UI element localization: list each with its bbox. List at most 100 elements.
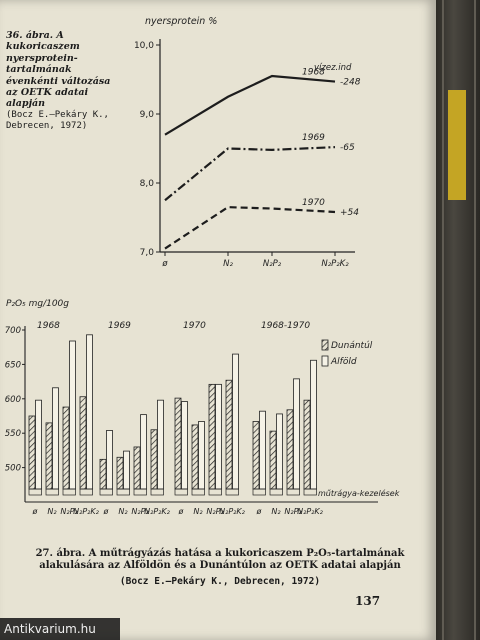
bar-base-box — [99, 488, 113, 496]
chart2-x-tick-label: N₂ — [271, 507, 281, 516]
chart2-group-label: 1968-1970 — [261, 321, 310, 331]
bar-alfold — [198, 421, 205, 490]
figure-36-source: (Bocz E.—Pekáry K., Debrecen, 1972) — [6, 109, 109, 131]
chart1-series-line-1970 — [164, 206, 336, 250]
bar-dunantul — [191, 424, 199, 490]
bar-dunantul — [79, 396, 87, 490]
chart2-x-tick-label: N₂P₂ — [60, 507, 78, 516]
chart1-series-line-1968 — [164, 74, 336, 136]
bar-base-box — [191, 488, 205, 496]
figure-27-caption: 27. ábra. A műtrágyázás hatása a kukoric… — [20, 548, 420, 587]
figure-36-title: 36. ábra. A kukoricaszem nyersprotein-ta… — [6, 30, 111, 110]
bar-alfold — [293, 378, 300, 490]
chart2-group-label: 1970 — [183, 321, 206, 331]
bar-base-box — [150, 488, 164, 496]
bar-dunantul — [286, 409, 294, 490]
bar-base-box — [79, 488, 93, 496]
bar-base-box — [208, 488, 222, 496]
watermark-label: Antikvarium.hu — [0, 618, 120, 640]
chart1-series-label: 1970 — [302, 198, 325, 208]
chart1-y-tick-label: 10,0 — [134, 41, 154, 51]
page-number: 137 — [355, 594, 381, 608]
book-page: 36. ábra. A kukoricaszem nyersprotein-ta… — [0, 0, 436, 640]
chart1-series-index: -248 — [340, 78, 361, 88]
figure-27-source: (Bocz E.—Pekáry K., Debrecen, 1972) — [119, 576, 321, 587]
chart1-series-line-1969 — [164, 146, 336, 202]
chart2-x-tick-label: ø — [178, 507, 184, 516]
bar-alfold — [86, 334, 93, 490]
chart2-y-tick-label: 700 — [5, 326, 21, 336]
chart2-x-tick-label: ø — [103, 507, 109, 516]
bar-alfold — [259, 410, 266, 490]
chart1-x-tick-label: N₂P₂ — [263, 259, 282, 269]
chart2-y-tick-label: 650 — [5, 360, 21, 370]
protein-line-chart: nyersprotein % 10,0 9,0 8,0 7,0 ø N₂ N₂P₂ N₂P₂K… — [134, 16, 361, 269]
chart1-y-tick-label: 9,0 — [140, 110, 155, 120]
figure-36-caption: 36. ábra. A kukoricaszem nyersprotein-ta… — [6, 30, 124, 131]
chart2-x-tick-label: N₂P₂K₂ — [219, 507, 245, 516]
chart2-x-tick-label: ø — [32, 507, 38, 516]
spine-band — [448, 90, 466, 200]
bar-dunantul — [225, 379, 233, 490]
bar-base-box — [45, 488, 59, 496]
chart2-group-label: 1969 — [108, 321, 131, 331]
bar-alfold — [123, 450, 130, 490]
bar-base-box — [28, 488, 42, 496]
chart2-x-tick-label: N₂P₂K₂ — [73, 507, 99, 516]
chart2-x-tick-label: N₂P₂ — [284, 507, 302, 516]
bar-base-box — [269, 488, 283, 496]
legend-swatch-alfold — [321, 355, 329, 367]
chart2-x-tick-label: N₂P₂K₂ — [144, 507, 170, 516]
bar-alfold — [215, 383, 222, 490]
bar-dunantul — [150, 429, 158, 490]
bar-base-box — [133, 488, 147, 496]
chart2-x-tick-label: N₂ — [47, 507, 57, 516]
bar-dunantul — [62, 406, 70, 490]
bar-alfold — [140, 414, 147, 490]
chart2-y-tick-label: 550 — [5, 429, 21, 439]
bar-dunantul — [99, 458, 107, 490]
bar-base-box — [303, 488, 317, 496]
bar-base-box — [174, 488, 188, 496]
bar-dunantul — [208, 383, 216, 490]
chart1-y-tick-label: 8,0 — [140, 179, 155, 189]
bar-alfold — [35, 399, 42, 490]
chart1-legend-header: vízez.ind — [314, 63, 352, 73]
bar-dunantul — [45, 422, 53, 490]
chart2-xlabel: műtrágya-kezelések — [318, 488, 400, 498]
legend-swatch-dunantul — [321, 339, 329, 351]
chart2-y-tick-label: 600 — [5, 395, 21, 405]
chart2-x-tick-label: N₂ — [193, 507, 203, 516]
bar-dunantul — [133, 446, 141, 490]
chart2-x-tick-label: N₂P₂ — [206, 507, 224, 516]
book-spine — [436, 0, 480, 640]
chart1-x-tick-label: N₂ — [223, 259, 233, 269]
bar-alfold — [310, 359, 317, 490]
chart1-ylabel: nyersprotein % — [145, 16, 217, 27]
bar-dunantul — [116, 456, 124, 490]
chart2-x-tick-label: N₂ — [118, 507, 128, 516]
chart1-series-index: +54 — [340, 208, 359, 218]
bar-alfold — [69, 340, 76, 490]
bar-alfold — [181, 401, 188, 490]
chart1-series-label: 1968 — [302, 68, 325, 78]
bar-base-box — [225, 488, 239, 496]
chart1-series-label: 1969 — [302, 133, 325, 143]
chart1-x-tick-label: N₂P₂K₂ — [321, 259, 349, 269]
bar-alfold — [232, 353, 239, 490]
bar-base-box — [116, 488, 130, 496]
bar-dunantul — [252, 421, 260, 490]
bar-alfold — [106, 430, 113, 490]
bar-alfold — [52, 387, 59, 490]
bar-base-box — [62, 488, 76, 496]
legend-label: Dunántúl — [331, 341, 373, 351]
bar-dunantul — [303, 399, 311, 490]
bar-base-box — [252, 488, 266, 496]
legend-label: Alföld — [330, 357, 357, 367]
chart2-group-label: 1968 — [37, 321, 60, 331]
chart2-y-tick-label: 500 — [5, 464, 21, 474]
figure-27-title: 27. ábra. A műtrágyázás hatása a kukoric… — [35, 548, 405, 571]
spine-stripe — [442, 0, 476, 640]
chart2-x-tick-label: ø — [256, 507, 262, 516]
